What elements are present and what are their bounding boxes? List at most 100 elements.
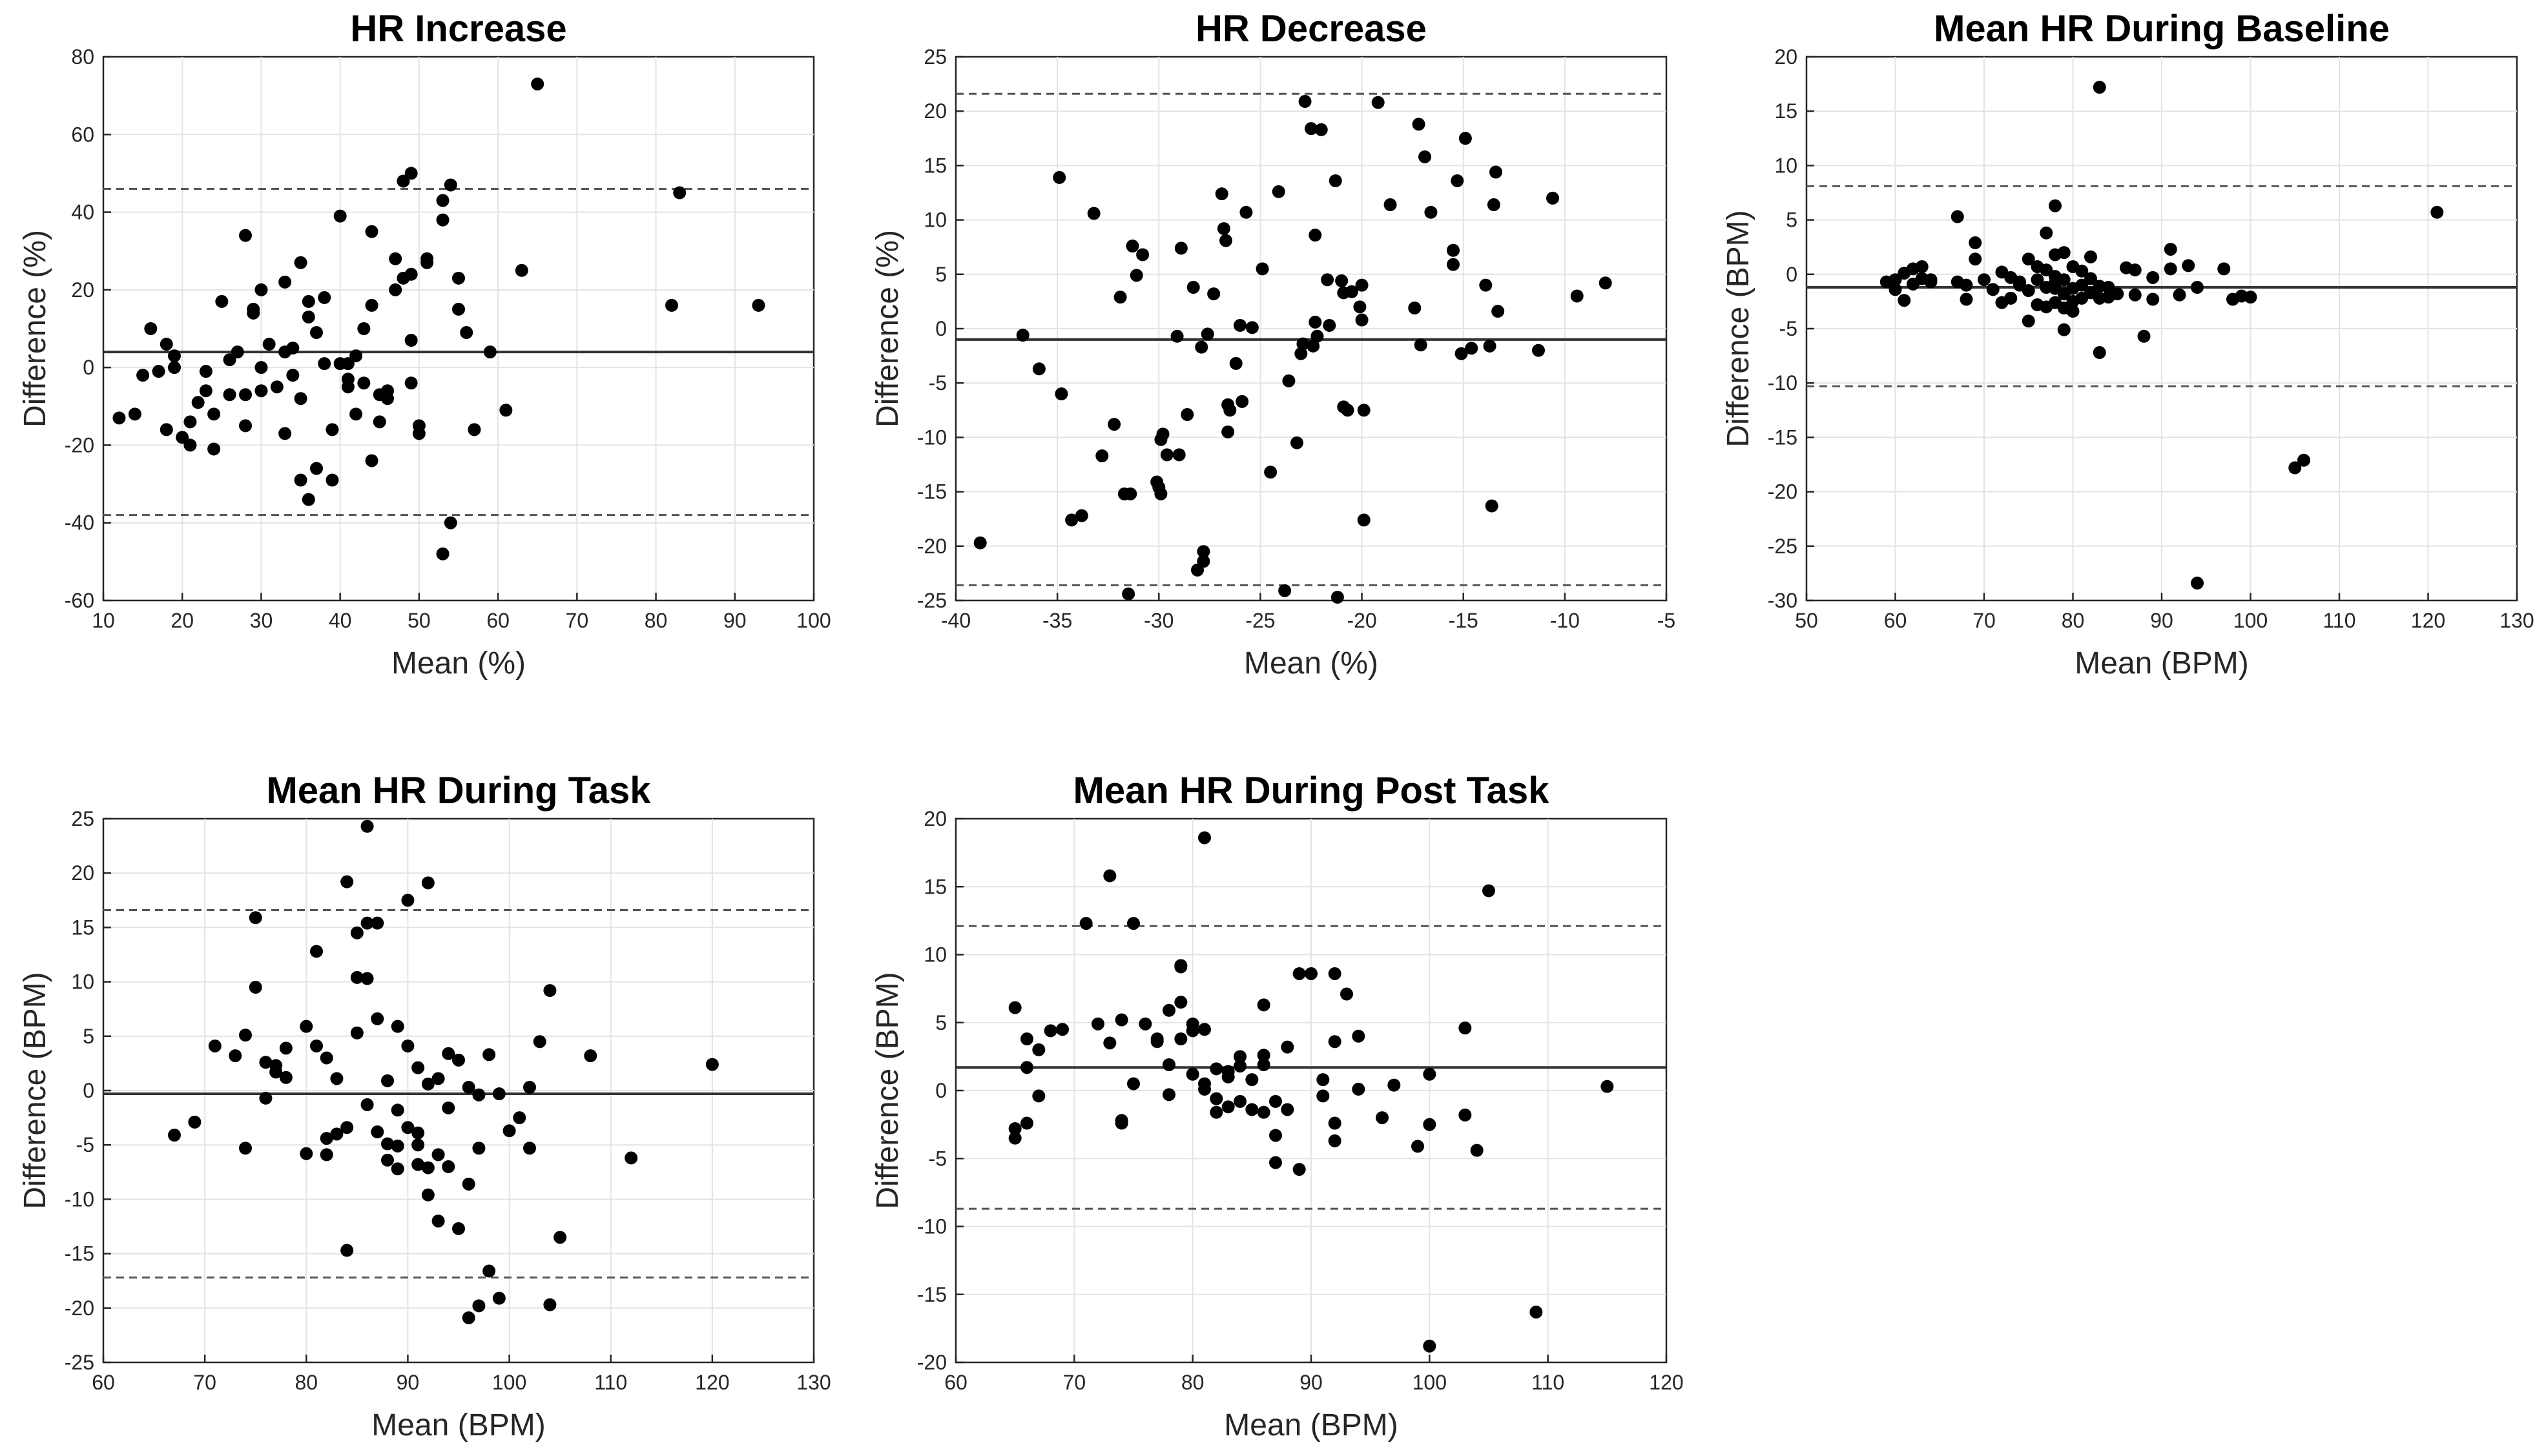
data-point [973,536,987,549]
data-point [1234,1060,1247,1073]
data-point [1156,427,1170,441]
data-point [350,926,364,939]
data-point [278,427,292,440]
data-point [1570,289,1584,303]
x-tick-label: 20 [171,609,194,632]
chart-title: Mean HR During Task [266,770,651,812]
data-point [543,984,557,998]
y-tick-label: 10 [924,943,947,967]
data-point [1458,1108,1472,1122]
data-point [1960,278,1973,292]
data-point [1234,1094,1247,1108]
data-point [318,357,331,371]
x-tick-label: -20 [1347,609,1376,632]
x-tick-label: 10 [92,609,115,632]
y-tick-label: -5 [1779,317,1797,340]
y-tick-label: -20 [1768,480,1797,504]
data-point [442,1101,455,1114]
data-point [300,1020,313,1033]
data-point [1458,132,1472,145]
x-tick-label: 80 [295,1371,318,1394]
data-point [340,1121,354,1134]
y-tick-label: 20 [71,861,94,885]
data-point [254,361,268,374]
x-tick-label: 70 [1972,609,1996,632]
data-point [625,1151,638,1165]
data-point [1986,283,2000,296]
x-tick-label: -10 [1550,609,1580,632]
panel-hr-increase: 10 20 30 40 50 60 70 80 90 100-60-40-20020406080 … [18,8,831,681]
data-point [371,916,384,930]
data-point [199,384,212,398]
data-point [1599,276,1612,290]
data-point [1020,1061,1033,1074]
y-tick-label: -15 [1768,426,1797,449]
chart-title: HR Increase [350,8,566,50]
data-point [1423,1339,1436,1353]
y-axis-label: Difference (BPM) [871,972,905,1209]
y-tick-label: -15 [65,1242,94,1266]
data-point [1174,241,1188,255]
data-point [1408,302,1422,315]
data-point [543,1298,557,1311]
data-point [1174,959,1188,972]
y-tick-label: -10 [65,1187,94,1211]
y-tick-label: 5 [935,1011,947,1034]
y-tick-label: 10 [1774,154,1797,177]
panel-mean-hr-baseline: 50 60 70 80 90 100 110 120 130 -30 -25 -20 -15 -10 -5 0… [1721,8,2534,681]
data-point [1281,1103,1294,1116]
data-point [533,1035,546,1049]
data-point [1328,1116,1341,1130]
data-point [1491,305,1505,318]
data-point [431,1072,445,1085]
y-tick-label: -20 [917,1351,947,1374]
data-point [1221,1065,1235,1078]
data-point [1234,1050,1247,1063]
plot-area: 50 60 70 80 90 100 110 120 130 -30 -25 -20 -15 -10 -5 0… [1768,45,2534,632]
data-point [1341,404,1354,417]
data-point [468,423,481,436]
data-point [1032,362,1046,376]
data-point [1292,967,1306,980]
x-tick-label: 110 [594,1371,627,1394]
data-point [231,345,244,359]
data-point [1264,466,1278,479]
data-point [1951,210,1964,223]
y-tick-label: -5 [76,1133,94,1156]
x-tick-label: 90 [723,609,747,632]
y-tick-label: -15 [917,1283,947,1306]
x-tick-label: 90 [397,1371,420,1394]
data-point [1355,313,1369,327]
data-point [1174,1032,1188,1046]
data-point [191,396,205,409]
y-axis-label: Difference (BPM) [18,972,52,1209]
data-point [239,1142,252,1155]
data-point [2191,281,2204,294]
data-point [1257,1058,1270,1072]
data-point [462,1177,475,1191]
data-point [239,1029,252,1042]
data-point [401,1039,415,1052]
data-point [442,1047,455,1060]
data-point [401,1121,415,1134]
data-point [404,376,418,390]
data-point [168,349,181,363]
data-point [1198,1023,1211,1036]
data-point [1008,1001,1022,1014]
y-tick-label: -60 [65,589,94,612]
data-point [411,1138,425,1152]
data-point [1889,283,1902,296]
data-point [2057,246,2071,260]
x-axis-label: Mean (BPM) [2075,646,2248,681]
data-point [1075,509,1088,522]
data-point [310,326,323,340]
y-axis-label: Difference (BPM) [1721,210,1755,447]
data-point [1353,300,1367,314]
data-point [320,1051,333,1065]
y-tick-label: 0 [1786,263,1797,286]
data-point [1257,1105,1270,1119]
data-point [2004,291,2018,305]
data-point [1298,95,1312,108]
y-tick-label: 60 [71,123,94,146]
data-point [381,1153,394,1167]
